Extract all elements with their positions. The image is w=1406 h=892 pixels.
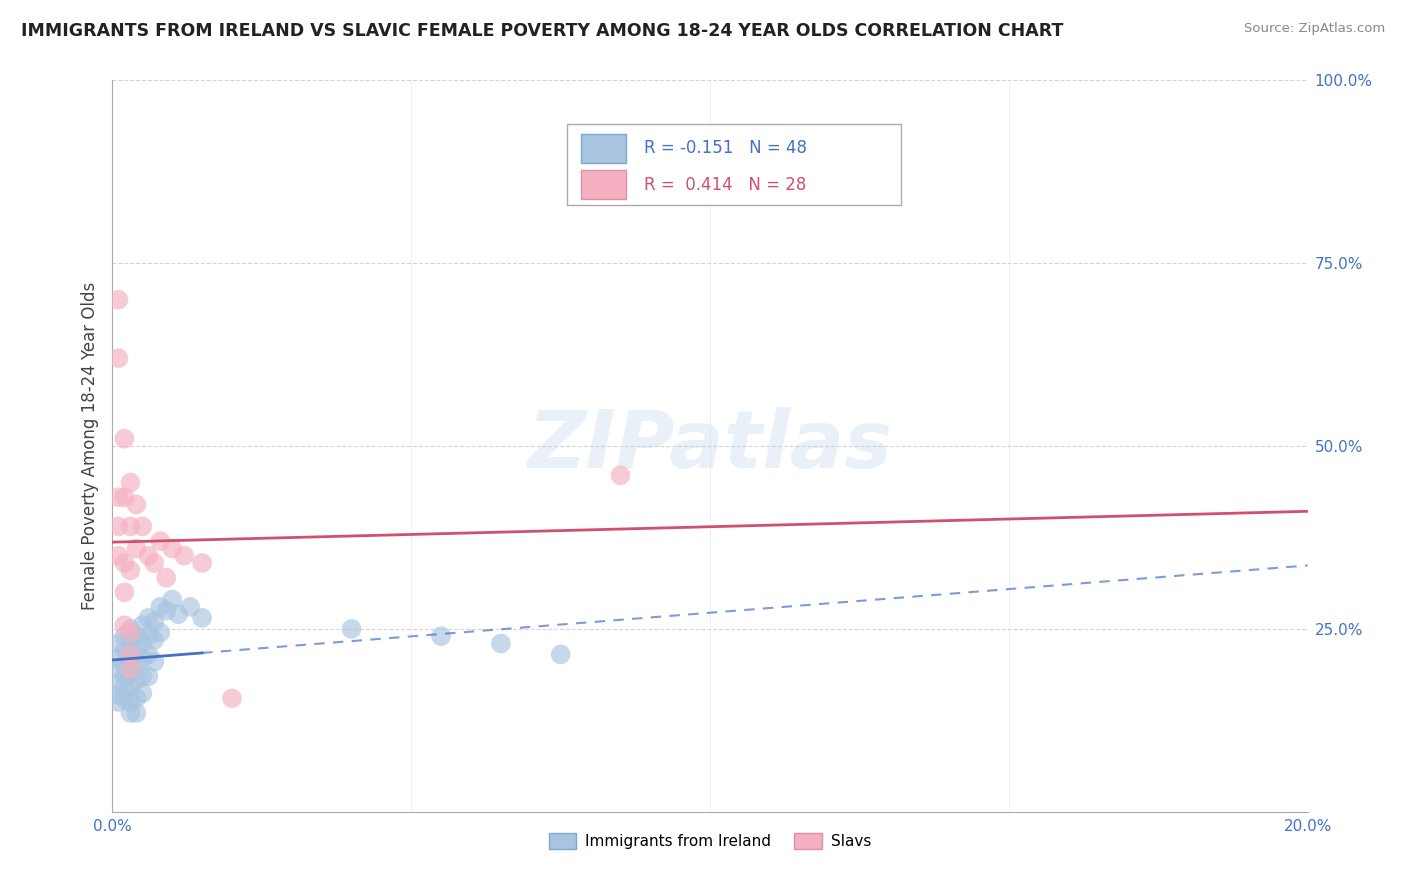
Point bbox=[125, 644, 148, 658]
Point bbox=[120, 519, 142, 533]
Point bbox=[120, 563, 142, 577]
Point bbox=[107, 549, 129, 563]
Point bbox=[114, 490, 135, 504]
Point bbox=[609, 468, 631, 483]
Point bbox=[120, 662, 142, 676]
Point bbox=[120, 706, 142, 720]
Legend: Immigrants from Ireland, Slavs: Immigrants from Ireland, Slavs bbox=[543, 827, 877, 855]
Point bbox=[143, 615, 166, 629]
Point bbox=[191, 611, 214, 625]
Point bbox=[114, 644, 135, 658]
Point bbox=[138, 549, 160, 563]
Point bbox=[120, 636, 142, 650]
Point bbox=[114, 629, 135, 643]
Point bbox=[155, 603, 177, 617]
Point bbox=[107, 351, 129, 366]
Point bbox=[120, 475, 142, 490]
Point bbox=[125, 673, 148, 687]
Point bbox=[149, 599, 172, 614]
Point bbox=[125, 629, 148, 643]
Point bbox=[120, 665, 142, 680]
Point bbox=[107, 695, 129, 709]
Point bbox=[120, 648, 142, 662]
Point bbox=[131, 686, 153, 700]
Point bbox=[149, 625, 172, 640]
Text: R = -0.151   N = 48: R = -0.151 N = 48 bbox=[644, 139, 807, 157]
Point bbox=[489, 636, 512, 650]
Point bbox=[131, 618, 153, 632]
Point bbox=[125, 658, 148, 673]
Text: R =  0.414   N = 28: R = 0.414 N = 28 bbox=[644, 176, 807, 194]
Point bbox=[114, 618, 135, 632]
Point bbox=[430, 629, 453, 643]
Point bbox=[131, 669, 153, 683]
Point bbox=[131, 651, 153, 665]
Point bbox=[155, 571, 177, 585]
Point bbox=[107, 662, 129, 676]
Text: ZIPatlas: ZIPatlas bbox=[527, 407, 893, 485]
Point bbox=[340, 622, 363, 636]
Point bbox=[114, 658, 135, 673]
Point bbox=[550, 648, 572, 662]
Point bbox=[173, 549, 195, 563]
Point bbox=[125, 691, 148, 706]
Point bbox=[107, 490, 129, 504]
Point bbox=[167, 607, 190, 622]
Bar bbox=[581, 134, 627, 163]
Point bbox=[107, 519, 129, 533]
Point bbox=[114, 681, 135, 695]
Point bbox=[138, 648, 160, 662]
Point bbox=[221, 691, 243, 706]
Point bbox=[120, 625, 142, 640]
Point bbox=[138, 629, 160, 643]
Point bbox=[120, 622, 142, 636]
Point bbox=[114, 556, 135, 570]
Point bbox=[191, 556, 214, 570]
Point bbox=[107, 688, 129, 702]
Point bbox=[114, 669, 135, 683]
Point bbox=[120, 651, 142, 665]
Point bbox=[107, 651, 129, 665]
Point bbox=[138, 669, 160, 683]
Point bbox=[114, 585, 135, 599]
Point bbox=[125, 541, 148, 556]
Point bbox=[131, 519, 153, 533]
Point bbox=[179, 599, 201, 614]
Y-axis label: Female Poverty Among 18-24 Year Olds: Female Poverty Among 18-24 Year Olds bbox=[80, 282, 98, 610]
Point bbox=[114, 432, 135, 446]
Text: Source: ZipAtlas.com: Source: ZipAtlas.com bbox=[1244, 22, 1385, 36]
FancyBboxPatch shape bbox=[567, 124, 901, 204]
Point bbox=[107, 636, 129, 650]
Point bbox=[162, 592, 183, 607]
Point bbox=[120, 681, 142, 695]
Point bbox=[162, 541, 183, 556]
Point bbox=[114, 691, 135, 706]
Bar bbox=[581, 169, 627, 199]
Point bbox=[125, 498, 148, 512]
Point bbox=[131, 636, 153, 650]
Point bbox=[143, 632, 166, 647]
Point bbox=[143, 556, 166, 570]
Point bbox=[107, 676, 129, 690]
Text: IMMIGRANTS FROM IRELAND VS SLAVIC FEMALE POVERTY AMONG 18-24 YEAR OLDS CORRELATI: IMMIGRANTS FROM IRELAND VS SLAVIC FEMALE… bbox=[21, 22, 1063, 40]
Point bbox=[120, 695, 142, 709]
Point bbox=[138, 611, 160, 625]
Point bbox=[149, 534, 172, 549]
Point bbox=[143, 655, 166, 669]
Point bbox=[107, 293, 129, 307]
Point bbox=[125, 706, 148, 720]
